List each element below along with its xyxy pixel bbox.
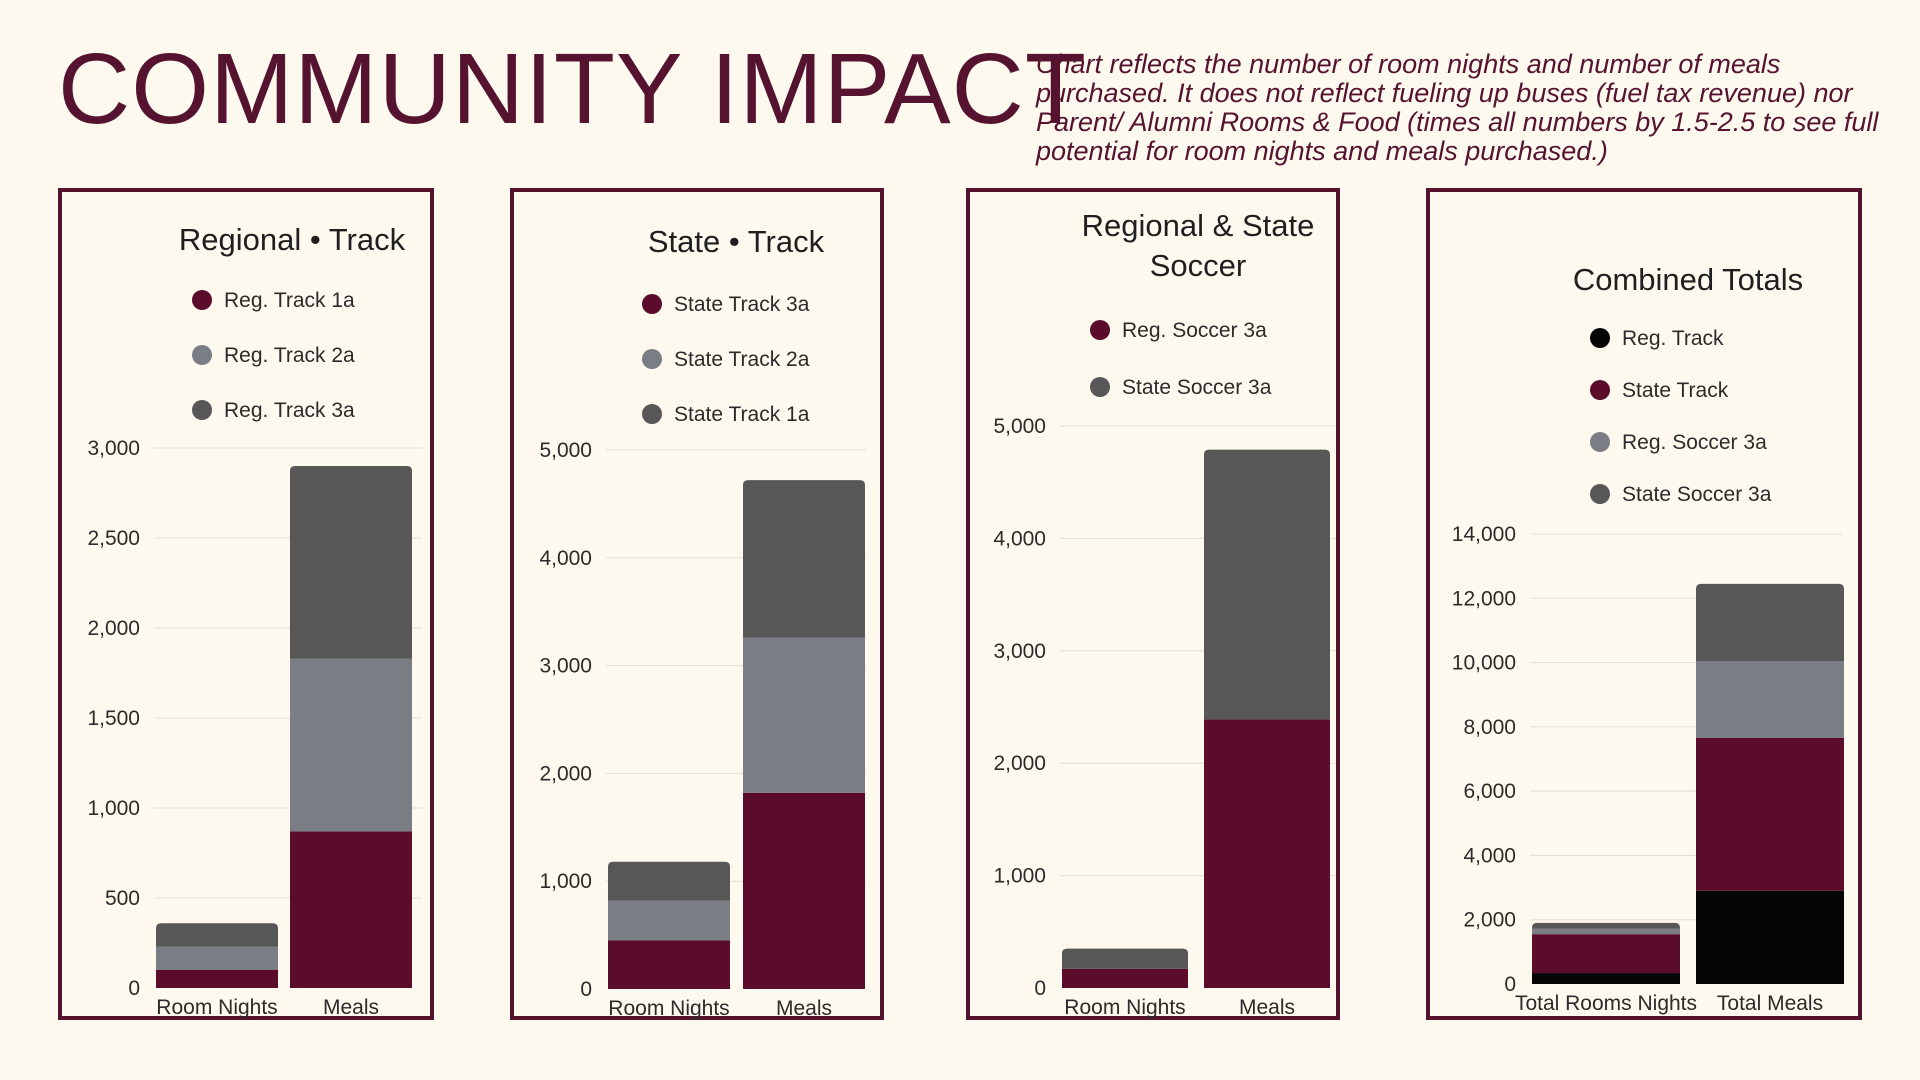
bar-segment	[1062, 948, 1188, 969]
y-tick-label: 4,000	[539, 547, 592, 570]
y-tick-label: 1,000	[993, 865, 1046, 888]
x-category-label: Meals	[776, 997, 832, 1020]
bar-segment	[1532, 922, 1680, 929]
chart-title: Combined Totals	[1573, 262, 1803, 297]
bar-segment	[1532, 934, 1680, 974]
legend-swatch-icon	[1590, 484, 1610, 504]
bar-segment	[743, 792, 865, 989]
y-tick-label: 3,000	[87, 437, 140, 460]
bar-segment	[290, 466, 412, 659]
y-tick-label: 500	[105, 887, 140, 910]
legend-label: Reg. Soccer 3a	[1122, 319, 1267, 342]
legend-swatch-icon	[1590, 328, 1610, 348]
legend-swatch-icon	[1090, 320, 1110, 340]
legend-swatch-icon	[1590, 380, 1610, 400]
y-tick-label: 1,000	[539, 870, 592, 893]
legend-label: State Soccer 3a	[1122, 376, 1272, 399]
bar-segment	[290, 831, 412, 988]
legend-label: Reg. Track 2a	[224, 344, 355, 367]
y-tick-label: 14,000	[1452, 523, 1516, 546]
legend-label: State Track 3a	[674, 293, 810, 316]
bar-segment	[608, 900, 730, 941]
y-tick-label: 6,000	[1463, 780, 1516, 803]
bar-segment	[1204, 719, 1330, 988]
y-tick-label: 10,000	[1452, 652, 1516, 675]
bar-segment	[1532, 928, 1680, 935]
legend-swatch-icon	[192, 400, 212, 420]
page-title: COMMUNITY IMPACT	[58, 33, 1087, 145]
chart-panel-combined-totals: Combined Totals Reg. Track State Track Reg.…	[1426, 188, 1862, 1020]
bar-segment	[1532, 973, 1680, 984]
y-tick-label: 12,000	[1452, 587, 1516, 610]
chart-regional-track: Regional • Track Reg. Track 1a Reg. Track …	[87, 222, 422, 1019]
chart-title: Regional • Track	[179, 222, 406, 257]
y-tick-label: 5,000	[539, 439, 592, 462]
legend-label: State Track 1a	[674, 403, 810, 426]
legend-swatch-icon	[642, 404, 662, 424]
x-category-label: Room Nights	[608, 997, 729, 1020]
bar-segment	[743, 637, 865, 793]
chart-title: State • Track	[648, 224, 825, 259]
y-tick-label: 3,000	[539, 655, 592, 678]
y-tick-label: 2,000	[87, 617, 140, 640]
chart-panel-state-track: State • Track State Track 3a State Track 2…	[510, 188, 884, 1020]
chart-regional-state-soccer: Regional & State Soccer Reg. Soccer 3a Stat…	[993, 208, 1336, 1019]
legend-swatch-icon	[192, 345, 212, 365]
bar-segment	[156, 946, 278, 970]
y-tick-label: 0	[1034, 977, 1046, 1000]
y-tick-label: 1,500	[87, 707, 140, 730]
legend-label: State Track 2a	[674, 348, 810, 371]
y-tick-label: 4,000	[993, 527, 1046, 550]
x-category-label: Total Rooms Nights	[1515, 992, 1697, 1015]
legend-label: Reg. Track	[1622, 327, 1724, 350]
bar-segment	[608, 861, 730, 901]
bar-segment	[1696, 890, 1844, 984]
chart-title: Regional & State	[1082, 208, 1315, 243]
bar-segment	[1696, 660, 1844, 738]
chart-combined-totals: Combined Totals Reg. Track State Track Reg.…	[1452, 262, 1844, 1015]
y-tick-label: 2,500	[87, 527, 140, 550]
legend-swatch-icon	[642, 349, 662, 369]
chart-panel-regional-track: Regional • Track Reg. Track 1a Reg. Track …	[58, 188, 434, 1020]
y-tick-label: 3,000	[993, 640, 1046, 663]
chart-panel-soccer: Regional & State Soccer Reg. Soccer 3a Stat…	[966, 188, 1340, 1020]
bar-segment	[290, 658, 412, 832]
bar-segment	[743, 480, 865, 638]
y-tick-label: 2,000	[993, 752, 1046, 775]
y-tick-label: 4,000	[1463, 844, 1516, 867]
x-category-label: Room Nights	[1064, 996, 1185, 1019]
legend-label: Reg. Soccer 3a	[1622, 431, 1767, 454]
y-tick-label: 0	[1504, 973, 1516, 996]
chart-title: Soccer	[1150, 248, 1246, 283]
legend-label: Reg. Track 3a	[224, 399, 355, 422]
bar-segment	[156, 970, 278, 988]
x-category-label: Meals	[1239, 996, 1295, 1019]
bar-segment	[1696, 737, 1844, 891]
y-tick-label: 5,000	[993, 415, 1046, 438]
x-category-label: Total Meals	[1717, 992, 1823, 1015]
legend-swatch-icon	[1590, 432, 1610, 452]
y-tick-label: 0	[580, 978, 592, 1001]
legend-swatch-icon	[192, 290, 212, 310]
y-tick-label: 0	[128, 977, 140, 1000]
y-tick-label: 2,000	[1463, 909, 1516, 932]
legend-swatch-icon	[642, 294, 662, 314]
bar-segment	[1204, 449, 1330, 720]
bar-segment	[1062, 968, 1188, 988]
legend-label: Reg. Track 1a	[224, 289, 355, 312]
legend-swatch-icon	[1090, 377, 1110, 397]
bar-segment	[1696, 583, 1844, 661]
bar-segment	[608, 940, 730, 989]
bar-segment	[156, 923, 278, 947]
x-category-label: Room Nights	[156, 996, 277, 1019]
y-tick-label: 8,000	[1463, 716, 1516, 739]
legend-label: State Track	[1622, 379, 1729, 402]
y-tick-label: 2,000	[539, 762, 592, 785]
x-category-label: Meals	[323, 996, 379, 1019]
legend-label: State Soccer 3a	[1622, 483, 1772, 506]
y-tick-label: 1,000	[87, 797, 140, 820]
chart-state-track: State • Track State Track 3a State Track 2…	[539, 224, 866, 1020]
disclaimer-note: Chart reflects the number of room nights…	[1036, 49, 1879, 166]
